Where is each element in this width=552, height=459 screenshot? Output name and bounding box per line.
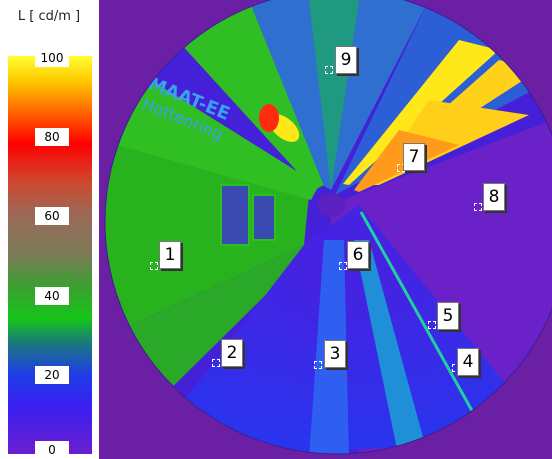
legend-tick-60: 60 bbox=[35, 207, 69, 225]
legend-tick-80: 80 bbox=[35, 128, 69, 146]
measurement-point-5 bbox=[428, 321, 436, 329]
marker-9: 9 bbox=[335, 46, 357, 74]
measurement-point-2 bbox=[212, 359, 220, 367]
marker-1: 1 bbox=[159, 241, 181, 269]
measurement-point-8 bbox=[474, 203, 482, 211]
marker-3: 3 bbox=[324, 340, 346, 368]
luminance-legend: L [ cd/m ] 100 80 60 40 20 0 bbox=[0, 0, 99, 459]
marker-6: 6 bbox=[347, 241, 369, 269]
measurement-point-6 bbox=[339, 262, 347, 270]
marker-4: 4 bbox=[457, 348, 479, 376]
legend-tick-100: 100 bbox=[35, 49, 69, 67]
legend-tick-20: 20 bbox=[35, 366, 69, 384]
false-color-fisheye-image: MAAT-EE Hottenring 1 2 3 4 5 6 7 8 9 bbox=[99, 0, 552, 459]
measurement-point-3 bbox=[314, 361, 322, 369]
legend-color-bar bbox=[8, 56, 92, 454]
measurement-point-1 bbox=[150, 262, 158, 270]
measurement-point-9 bbox=[325, 66, 333, 74]
marker-7: 7 bbox=[403, 143, 425, 171]
marker-2: 2 bbox=[221, 339, 243, 367]
marker-8: 8 bbox=[483, 183, 505, 211]
legend-title: L [ cd/m ] bbox=[17, 9, 81, 24]
marker-5: 5 bbox=[437, 302, 459, 330]
legend-tick-40: 40 bbox=[35, 287, 69, 305]
legend-tick-0: 0 bbox=[35, 441, 69, 459]
